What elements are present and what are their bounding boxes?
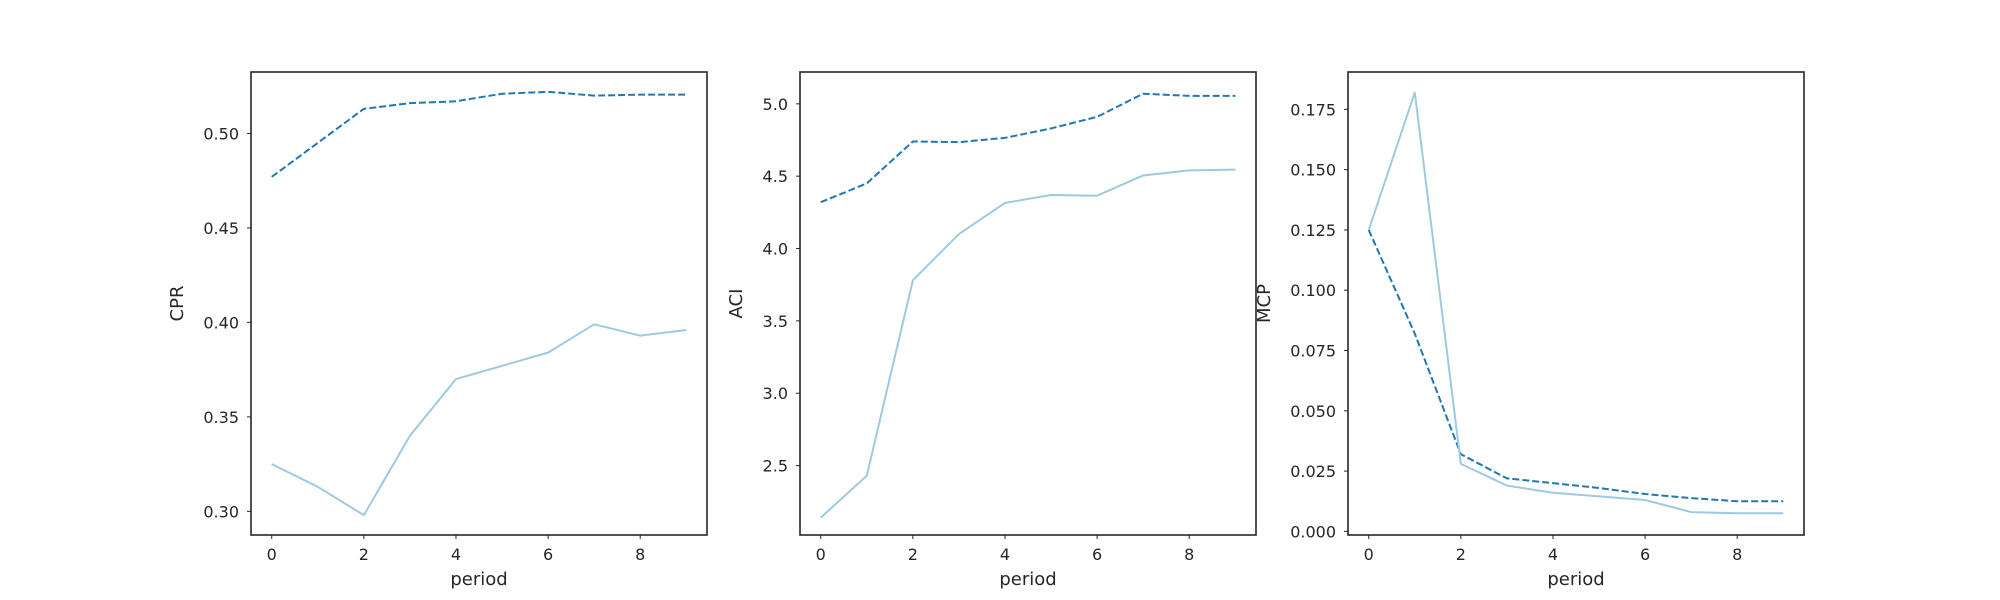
mcp-ytick-label: 0.175	[1290, 100, 1336, 119]
aci-ytick-label: 2.5	[763, 457, 788, 476]
cpr-xtick-label: 0	[267, 545, 277, 564]
mcp-ytick-label: 0.125	[1290, 221, 1336, 240]
aci-ytick-label: 4.0	[763, 240, 788, 259]
cpr-series-dashed-line	[271, 90, 687, 178]
mcp-xtick-label: 4	[1548, 545, 1558, 564]
aci-series-dashed-line	[820, 92, 1236, 204]
cpr-ytick-label: 0.35	[203, 408, 239, 427]
mcp-xtick-label: 8	[1732, 545, 1742, 564]
aci-ytick-label: 4.5	[763, 167, 788, 186]
aci-xtick-label: 0	[816, 545, 826, 564]
aci-ytick-label: 5.0	[763, 95, 788, 114]
cpr-ytick-label: 0.30	[203, 502, 239, 521]
cpr-xtick-label: 6	[543, 545, 553, 564]
aci-plot-frame	[799, 71, 1257, 536]
mcp-xtick-label: 6	[1640, 545, 1650, 564]
cpr-series-solid-line	[271, 323, 687, 517]
subplot-mcp: 0 2 4 6 8 0.000 0.025 0.050 0.075 0.100 0.125 0.150…	[1254, 71, 1805, 590]
cpr-plot-frame	[250, 71, 708, 536]
mcp-ytick-label: 0.025	[1290, 462, 1336, 481]
mcp-plot-frame	[1347, 71, 1805, 536]
aci-ytick-label: 3.0	[763, 384, 788, 403]
cpr-ytick-label: 0.40	[203, 313, 239, 332]
aci-xtick-label: 6	[1092, 545, 1102, 564]
mcp-series-dashed-line	[1367, 229, 1784, 503]
cpr-ytick-label: 0.45	[203, 219, 239, 238]
aci-xtick-label: 2	[908, 545, 918, 564]
aci-series-solid-line	[820, 168, 1236, 519]
aci-xtick-label: 8	[1184, 545, 1194, 564]
cpr-xtick-label: 2	[359, 545, 369, 564]
cpr-xtick-label: 4	[451, 545, 461, 564]
cpr-y-axis-label: CPR	[167, 286, 188, 322]
aci-x-axis-label: period	[999, 569, 1056, 590]
cpr-xtick-label: 8	[635, 545, 645, 564]
mcp-series-solid-line	[1367, 91, 1784, 515]
mcp-y-axis-label: MCP	[1254, 284, 1275, 323]
mcp-x-axis-label: period	[1547, 569, 1604, 590]
mcp-xtick-label: 0	[1364, 545, 1374, 564]
mcp-ytick-label: 0.075	[1290, 342, 1336, 361]
mcp-xtick-label: 2	[1456, 545, 1466, 564]
mcp-ytick-label: 0.100	[1290, 281, 1336, 300]
aci-xtick-label: 4	[1000, 545, 1010, 564]
mcp-ytick-label: 0.000	[1290, 522, 1336, 541]
subplot-aci: 0 2 4 6 8 2.5 3.0 3.5 4.0 4.5 5.0 period ACI	[726, 71, 1257, 590]
mcp-ytick-label: 0.150	[1290, 161, 1336, 180]
subplot-cpr: 0 2 4 6 8 0.30 0.35 0.40 0.45 0.50 period CPR	[167, 71, 708, 590]
aci-ytick-label: 3.5	[763, 312, 788, 331]
cpr-x-axis-label: period	[450, 569, 507, 590]
mcp-ytick-label: 0.050	[1290, 402, 1336, 421]
cpr-ytick-label: 0.50	[203, 124, 239, 143]
aci-y-axis-label: ACI	[726, 289, 747, 319]
